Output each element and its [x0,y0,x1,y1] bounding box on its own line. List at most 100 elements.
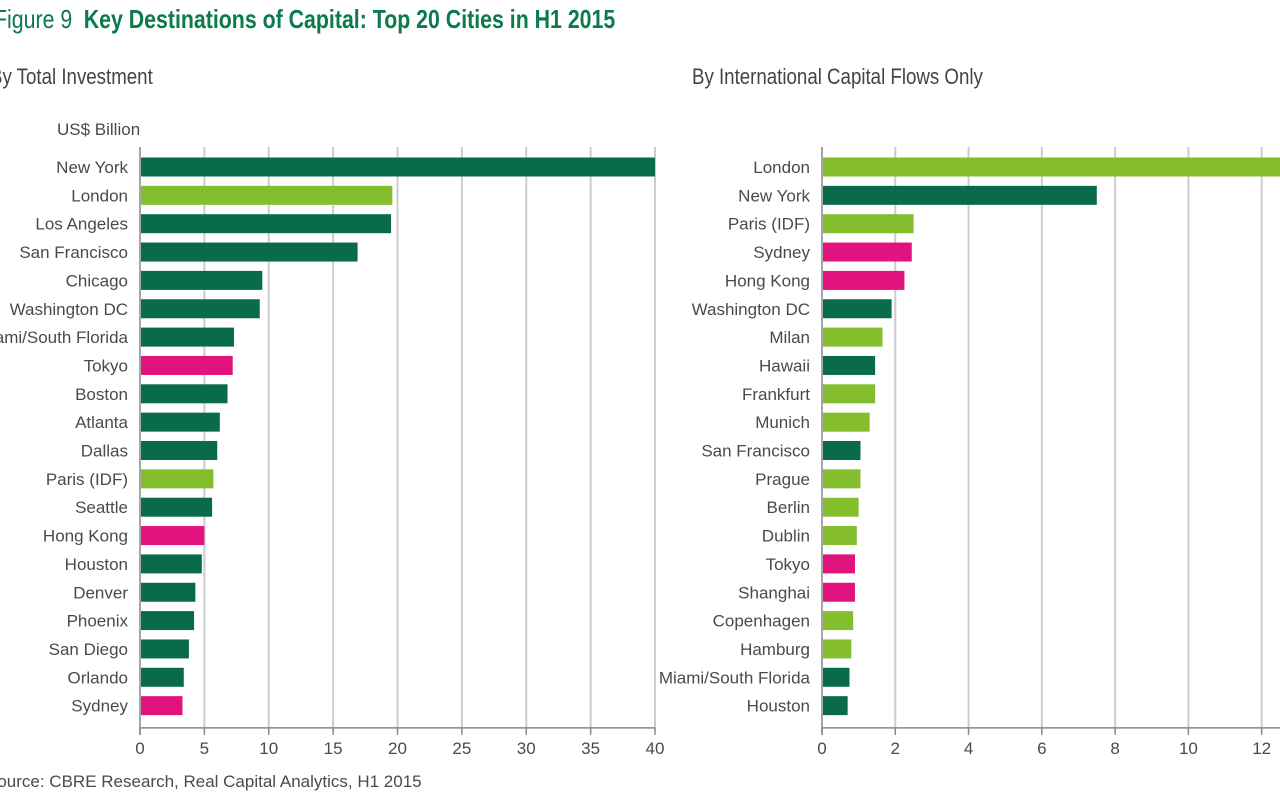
figure-number: Figure 9 [0,4,73,34]
bar [823,469,861,489]
bar [823,185,1097,205]
category-label: Tokyo [84,356,128,375]
figure-title: Figure 9 Key Destinations of Capital: Top… [0,4,615,35]
bar [823,497,859,517]
category-label: Shanghai [738,583,810,602]
category-label: Chicago [66,271,128,290]
figure-title-text: Key Destinations of Capital: Top 20 Citi… [83,4,616,34]
bar [141,441,218,460]
x-tick-label: 5 [200,739,209,758]
bar [141,526,205,546]
bar [141,270,263,290]
category-label: Dallas [81,442,128,461]
category-label: Copenhagen [713,612,810,631]
category-label: Seattle [75,498,128,517]
chart-2: 0 2 4 6 8 10 12 London New York Paris (IDF) Sydney… [659,147,1280,758]
bar [141,185,393,205]
source-note: Source: CBRE Research, Real Capital Anal… [0,772,422,791]
category-label: Houston [747,697,810,716]
x-tick-label: 2 [891,739,900,758]
category-label: Paris (IDF) [728,215,810,234]
bar [823,214,914,234]
bar [141,497,213,517]
x-tick-label: 10 [259,739,278,758]
category-label: Miami/South Florida [659,668,811,687]
category-label: Munich [755,413,810,432]
category-label: Miami/South Florida [0,328,129,347]
bar [823,441,861,460]
category-label: Hong Kong [43,527,128,546]
category-label: Los Angeles [35,215,128,234]
category-label: New York [738,186,810,205]
chart-2-subtitle: By International Capital Flows Only [692,66,984,90]
bar [823,696,848,716]
x-tick-label: 25 [452,739,471,758]
bar [823,157,1280,177]
bar [823,526,857,546]
x-tick-label: 15 [324,739,343,758]
category-label: Houston [65,555,128,574]
category-label: London [753,158,810,177]
bar [823,355,876,375]
category-label: Sydney [753,243,810,262]
bar [141,469,214,489]
category-label: Hamburg [740,640,810,659]
bar [823,242,912,262]
bar [141,384,228,404]
x-tick-label: 40 [646,739,665,758]
bar [141,582,196,602]
bar [141,696,183,716]
chart-1: 0 5 10 15 20 25 30 35 40 New York London Los Angele… [0,147,664,758]
x-tick-label: 0 [135,739,144,758]
category-label: Hawaii [759,356,810,375]
bar [141,554,202,574]
chart-1-unit-label: US$ Billion [57,120,140,139]
category-label: Berlin [767,498,810,517]
category-label: San Diego [49,640,128,659]
category-label: New York [56,158,128,177]
category-label: London [71,186,128,205]
bar [823,327,883,347]
category-label: Sydney [71,697,128,716]
category-label: Orlando [68,668,128,687]
x-tick-label: 30 [517,739,536,758]
category-label: Washington DC [10,300,128,319]
bar [141,299,260,319]
category-label: Frankfurt [742,385,810,404]
chart-1-subtitle: By Total Investment [0,66,153,90]
bar [823,554,855,574]
category-label: Atlanta [75,413,128,432]
x-tick-label: 20 [388,739,407,758]
bar [823,412,870,432]
bar [141,611,195,631]
category-label: Paris (IDF) [46,470,128,489]
bar [823,270,905,290]
x-tick-label: 4 [964,739,973,758]
x-tick-label: 6 [1037,739,1046,758]
category-label: Boston [75,385,128,404]
bar [141,242,358,262]
category-label: Phoenix [67,612,129,631]
bar [823,639,852,659]
x-tick-label: 8 [1110,739,1119,758]
bar [141,667,184,687]
x-tick-label: 0 [817,739,826,758]
category-label: Washington DC [692,300,810,319]
category-label: Denver [73,583,128,602]
category-label: Hong Kong [725,271,810,290]
bar [823,667,850,687]
bar [141,214,392,234]
bar [141,355,233,375]
bar [141,639,189,659]
bar [823,611,854,631]
x-tick-label: 10 [1179,739,1198,758]
category-label: Milan [769,328,810,347]
category-label: San Francisco [701,442,810,461]
bar [823,384,876,404]
bar [141,327,234,347]
category-label: Prague [755,470,810,489]
x-tick-label: 35 [581,739,600,758]
bar [141,412,220,432]
category-label: Tokyo [766,555,810,574]
